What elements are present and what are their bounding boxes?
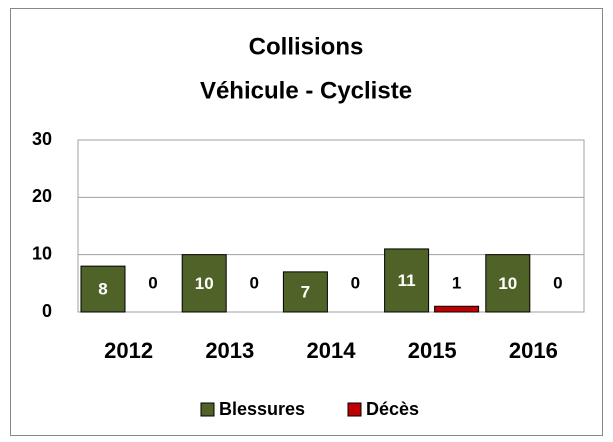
- value-label: 0: [148, 273, 157, 292]
- legend-swatch: [200, 402, 215, 417]
- x-tick-label: 2013: [205, 338, 254, 363]
- x-tick-label: 2015: [408, 338, 457, 363]
- x-tick-label: 2014: [307, 338, 357, 363]
- legend-label: Décès: [366, 399, 419, 419]
- x-tick-label: 2012: [104, 338, 153, 363]
- legend-label: Blessures: [219, 399, 305, 419]
- bar: [181, 254, 227, 313]
- chart-title: Collisions: [249, 33, 364, 60]
- value-label: 0: [249, 273, 258, 292]
- value-label: 10: [498, 274, 517, 293]
- y-tick-label: 20: [32, 186, 52, 206]
- y-tick-label: 10: [32, 243, 52, 263]
- legend-swatch: [347, 402, 362, 417]
- value-label: 0: [351, 273, 360, 292]
- y-tick-label: 30: [32, 129, 52, 149]
- value-label: 10: [195, 274, 214, 293]
- value-label: 8: [98, 280, 107, 299]
- y-tick-label: 0: [42, 301, 52, 321]
- value-label: 7: [301, 282, 310, 301]
- x-tick-label: 2016: [509, 338, 558, 363]
- value-label: 11: [398, 271, 416, 290]
- value-label: 1: [452, 273, 461, 292]
- bar: [282, 271, 328, 313]
- bar: [485, 254, 531, 313]
- bar: [384, 248, 430, 313]
- bar: [434, 305, 480, 313]
- chart-subtitle: Véhicule - Cycliste: [200, 77, 412, 104]
- value-label: 0: [553, 273, 562, 292]
- bar: [80, 265, 126, 313]
